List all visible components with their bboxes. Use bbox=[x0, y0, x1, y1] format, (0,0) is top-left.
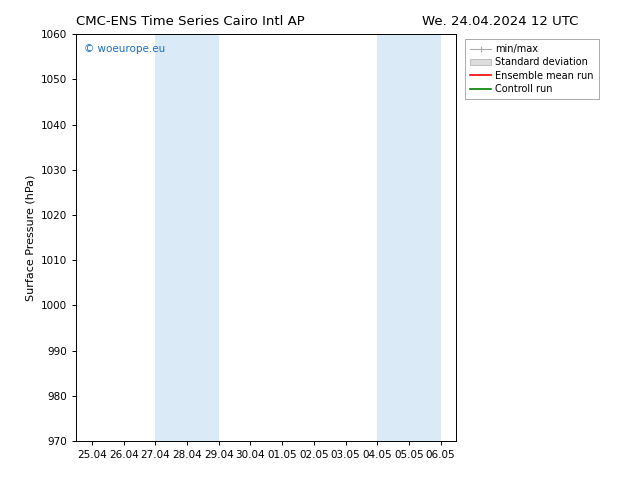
Text: © woeurope.eu: © woeurope.eu bbox=[84, 45, 165, 54]
Text: We. 24.04.2024 12 UTC: We. 24.04.2024 12 UTC bbox=[422, 15, 578, 28]
Bar bbox=[155, 34, 219, 441]
Legend: min/max, Standard deviation, Ensemble mean run, Controll run: min/max, Standard deviation, Ensemble me… bbox=[465, 39, 598, 99]
Text: CMC-ENS Time Series Cairo Intl AP: CMC-ENS Time Series Cairo Intl AP bbox=[76, 15, 305, 28]
Y-axis label: Surface Pressure (hPa): Surface Pressure (hPa) bbox=[25, 174, 36, 301]
Bar bbox=[377, 34, 441, 441]
